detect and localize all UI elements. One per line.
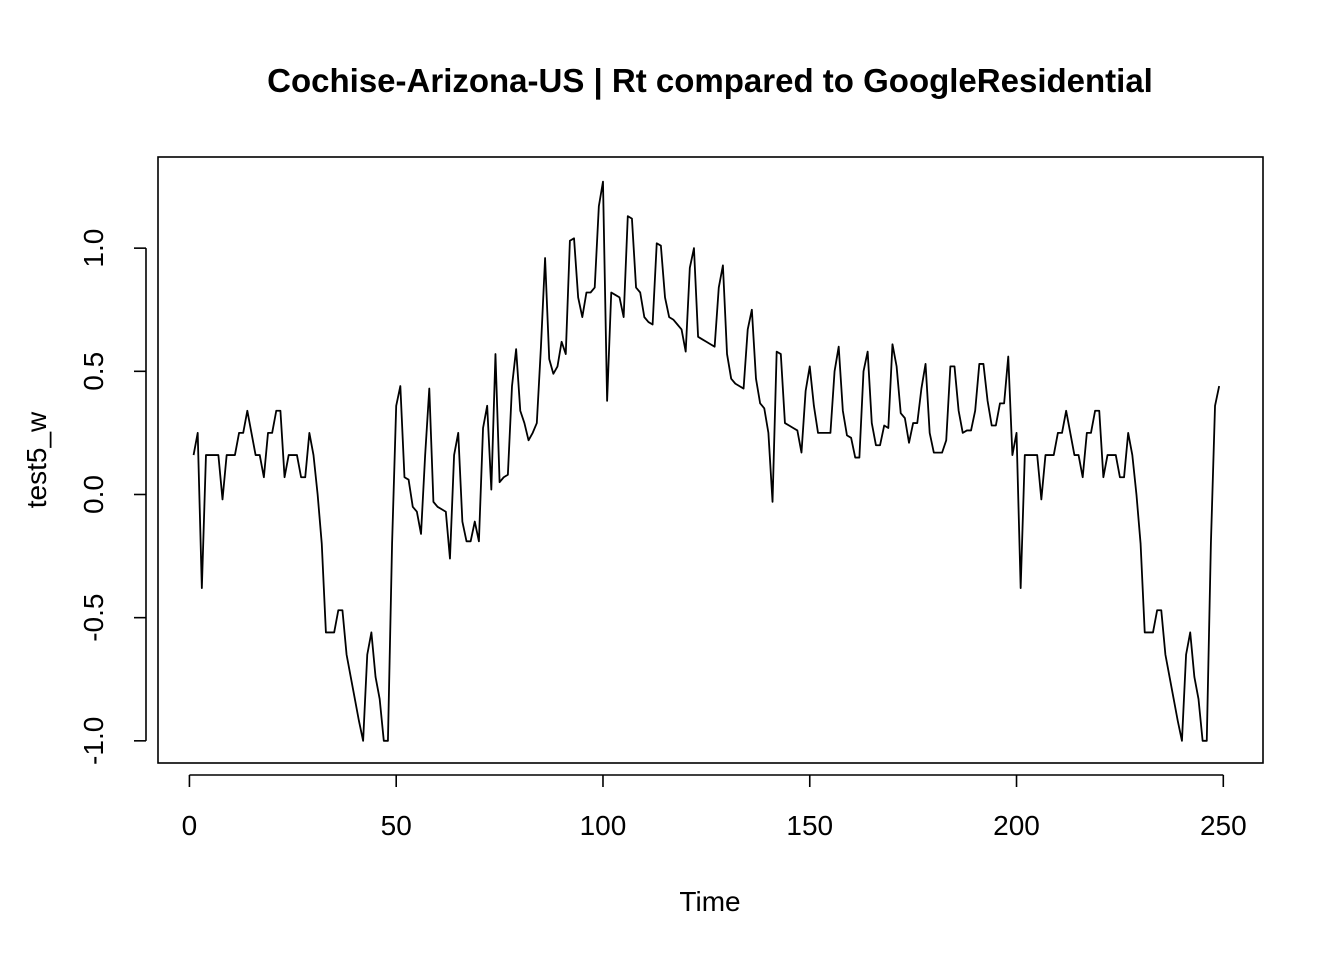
- x-tick-label: 200: [993, 810, 1040, 841]
- x-tick-label: 250: [1200, 810, 1247, 841]
- x-tick-label: 50: [381, 810, 412, 841]
- x-tick-label: 0: [182, 810, 198, 841]
- series-layer: [192, 180, 1221, 742]
- x-tick-label: 150: [786, 810, 833, 841]
- chart-title: Cochise-Arizona-US | Rt compared to Goog…: [267, 62, 1153, 99]
- x-axis: 0 50 100 150 200 250: [182, 774, 1247, 841]
- x-axis-label: Time: [679, 886, 740, 917]
- y-tick-label: -0.5: [78, 594, 109, 642]
- y-axis: -1.0 -0.5 0.0 0.5 1.0: [78, 229, 147, 765]
- y-axis-label: test5_w: [21, 411, 52, 508]
- plot-frame: [157, 156, 1264, 764]
- y-tick-label: 0.5: [78, 352, 109, 391]
- y-tick-label: -1.0: [78, 717, 109, 765]
- series-line: [192, 180, 1221, 742]
- x-tick-label: 100: [580, 810, 627, 841]
- y-tick-label: 1.0: [78, 229, 109, 268]
- y-tick-label: 0.0: [78, 475, 109, 514]
